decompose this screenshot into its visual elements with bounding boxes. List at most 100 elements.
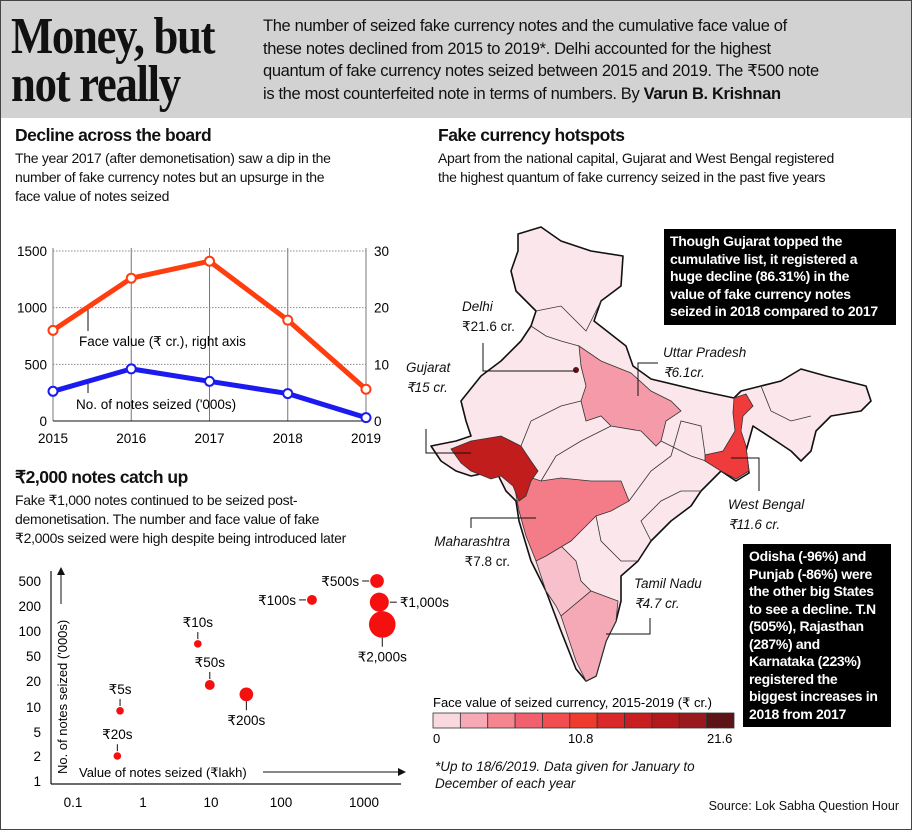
y-tick-label: 50 — [26, 649, 41, 664]
x-tick-label: 1000 — [349, 795, 379, 810]
line-chart: 2015 2016 2017 2018 20190500100015000102030 … — [17, 244, 389, 446]
intro-line: is the most counterfeited note in terms … — [263, 84, 644, 103]
state-name: Gujarat — [406, 360, 451, 375]
title-line: not really — [11, 56, 181, 113]
leader-line-up — [637, 362, 658, 396]
legend-swatch — [624, 712, 653, 729]
annotation-line: Punjab (-86%) were — [749, 565, 872, 582]
state-tamil-nadu — [560, 590, 619, 682]
leader-line-delhi — [482, 343, 576, 372]
legend-swatch — [596, 712, 625, 729]
legend-swatch — [706, 712, 735, 729]
x-tick-label: 0.1 — [64, 795, 83, 810]
title-line: Money, but — [11, 8, 216, 65]
desc-line: The year 2017 (after demonetisation) saw… — [15, 150, 331, 166]
map-label-up: Uttar Pradesh ₹6.1cr. — [663, 343, 746, 383]
point-label: ₹10s — [183, 615, 214, 630]
desc-line: demonetisation. The number and face valu… — [15, 511, 320, 527]
scatter-point — [239, 687, 254, 702]
series-marker — [204, 375, 215, 387]
legend-swatch — [514, 712, 543, 729]
section-title-notes: ₹2,000 notes catch up — [15, 467, 188, 487]
left-y-tick-label: 0 — [39, 414, 47, 429]
state-border — [760, 385, 812, 422]
map-label-tamil-nadu: Tamil Nadu ₹4.7 cr. — [634, 574, 702, 614]
series-marker — [47, 385, 59, 397]
right-y-tick-label: 30 — [374, 244, 389, 259]
annotation-line: 2018 from 2017 — [749, 705, 846, 722]
state-maharashtra — [513, 475, 630, 562]
section-title-decline: Decline across the board — [15, 125, 212, 145]
annotation-box-gujarat: Though Gujarat topped the cumulative lis… — [664, 229, 896, 325]
scatter-point — [194, 640, 202, 648]
x-tick-label: 100 — [270, 795, 293, 810]
legend-swatch — [678, 712, 708, 729]
left-y-tick-label: 1500 — [17, 244, 47, 259]
map-label-gujarat: Gujarat ₹15 cr. — [406, 358, 450, 398]
series-label-face-value: Face value (₹ cr.), right axis — [79, 334, 246, 349]
leader-line-tn — [606, 618, 651, 635]
state-name: Maharashtra — [434, 534, 510, 549]
y-axis-arrowhead — [57, 567, 65, 575]
state-delhi — [573, 367, 579, 373]
state-name: Uttar Pradesh — [663, 345, 747, 360]
state-value: ₹11.6 cr. — [728, 517, 781, 532]
annotation-line: (505%), Rajasthan — [749, 618, 864, 634]
y-tick-label: 20 — [26, 674, 41, 689]
map-label-delhi: Delhi ₹21.6 cr. — [462, 297, 515, 337]
scatter-ticks: 0.1 1 10 100 1000 1 2 5 10 20 50 100 200 500 — [18, 574, 379, 810]
annotation-line: registered the — [749, 670, 838, 687]
annotation-line: value of fake currency notes — [670, 285, 851, 302]
scatter-chart: Value of notes seized (₹lakh) No. of not… — [18, 567, 449, 810]
state-name: Tamil Nadu — [634, 576, 702, 591]
state-value: ₹4.7 cr. — [634, 596, 680, 611]
annotation-line: to see a decline. T.N — [749, 600, 876, 617]
state-border — [640, 490, 701, 542]
series-marker — [282, 314, 294, 326]
point-label: ₹2,000s — [358, 650, 407, 665]
scatter-point — [113, 752, 122, 760]
annotation-line: biggest increases in — [749, 688, 878, 704]
leader-line-maharashtra — [470, 517, 536, 528]
x-axis-label: Value of notes seized (₹lakh) — [79, 765, 247, 780]
legend-swatch — [542, 712, 571, 729]
series-marker — [360, 383, 372, 395]
scatter-point — [369, 592, 389, 612]
legend-mid: 10.8 — [568, 731, 593, 746]
section-title-hotspots: Fake currency hotspots — [438, 125, 625, 145]
desc-line: the highest quantum of fake currency sei… — [438, 169, 826, 185]
x-tick-label: 10 — [203, 795, 218, 810]
legend-swatch — [432, 712, 461, 729]
x-tick-label: 2017 — [194, 431, 224, 446]
right-y-tick-label: 0 — [374, 414, 382, 429]
point-label: ₹500s — [321, 574, 359, 589]
desc-line: number of fake currency notes but an ups… — [15, 169, 325, 185]
point-label: ₹50s — [195, 655, 226, 670]
state-border — [540, 425, 612, 482]
leader-line-wb — [731, 457, 760, 491]
series-label-notes: No. of notes seized ('000s) — [76, 397, 236, 412]
desc-line: Fake ₹1,000 notes continued to be seized… — [15, 492, 298, 508]
intro-line: The number of seized fake currency notes… — [263, 17, 787, 35]
state-uttar-pradesh — [578, 345, 682, 447]
footnote: *Up to 18/6/2019. Data given for January… — [435, 758, 695, 792]
annotation-line: cumulative list, it registered a — [670, 250, 858, 267]
map-legend: Face value of seized currency, 2015-2019… — [432, 695, 735, 746]
y-tick-label: 10 — [26, 700, 41, 715]
annotation-line: (287%) and — [749, 635, 820, 652]
point-label: ₹200s — [227, 713, 265, 728]
annotation-line: seized in 2018 compared to 2017 — [670, 303, 878, 319]
state-border — [660, 440, 707, 462]
section-desc-notes: Fake ₹1,000 notes continued to be seized… — [15, 491, 346, 548]
state-border — [535, 300, 602, 332]
x-tick-label: 2019 — [351, 431, 381, 446]
legend-max: 21.6 — [707, 731, 732, 746]
point-label: ₹5s — [109, 682, 132, 697]
scatter-point — [370, 574, 384, 588]
scatter-point — [307, 594, 317, 605]
annotation-line: Odisha (-96%) and — [749, 548, 867, 564]
left-y-tick-label: 1000 — [17, 301, 47, 316]
series-marker — [204, 255, 215, 267]
state-borders — [520, 300, 812, 562]
